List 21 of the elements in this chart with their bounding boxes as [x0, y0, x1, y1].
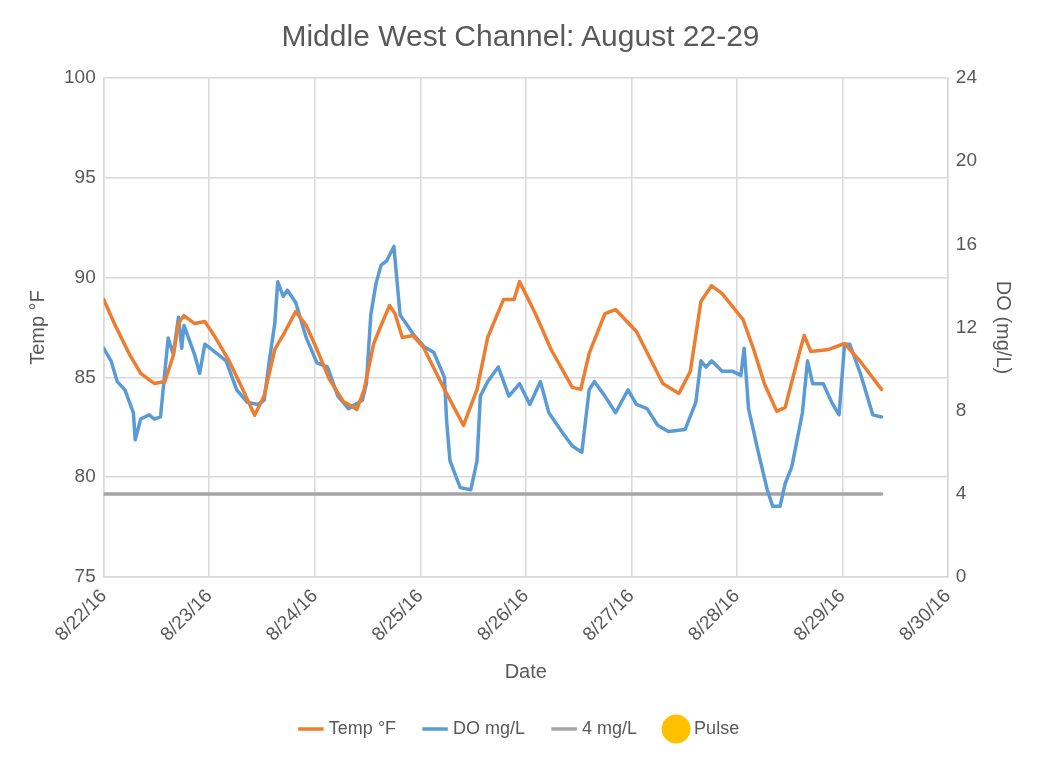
y2-tick-label: 20 — [955, 149, 978, 171]
y-tick-label: 75 — [74, 565, 96, 587]
y2-tick-label: 12 — [955, 315, 978, 337]
chart-title: Middle West Channel: August 22-29 — [281, 19, 760, 53]
legend-label: DO mg/L — [453, 717, 526, 738]
y2-tick-label: 8 — [955, 398, 967, 420]
legend-label: Pulse — [694, 717, 740, 738]
y2-tick-label: 16 — [955, 232, 978, 254]
y-tick-label: 90 — [74, 265, 96, 287]
y2-tick-label: 24 — [955, 66, 978, 88]
y-axis-title: Temp °F — [25, 290, 48, 365]
y2-tick-label: 4 — [955, 482, 967, 504]
y-tick-label: 80 — [74, 465, 96, 487]
x-axis-title: Date — [504, 659, 547, 682]
y2-tick-label: 0 — [955, 565, 967, 587]
y-tick-label: 100 — [64, 66, 96, 88]
legend-label: Temp °F — [328, 717, 397, 738]
y2-axis-title: DO (mg/L) — [993, 280, 1016, 375]
y-tick-label: 95 — [74, 166, 96, 188]
y-tick-label: 85 — [74, 365, 96, 387]
legend-label: 4 mg/L — [582, 717, 638, 738]
